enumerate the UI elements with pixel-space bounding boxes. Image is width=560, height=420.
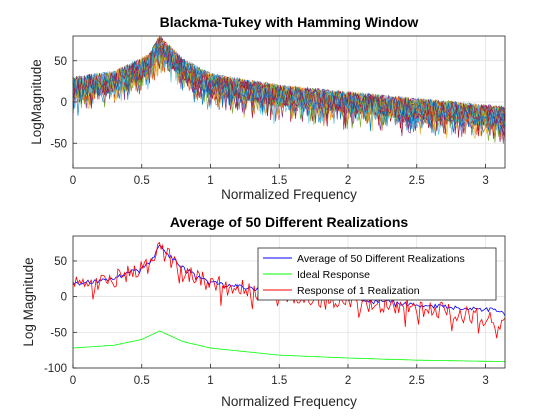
top-y-tick-labels: 50 0 -50: [50, 56, 67, 151]
top-axes: Blackma-Tukey with Hamming Window 0 0.5 1 1…: [29, 14, 506, 202]
bottom-y-axis-label: Log Magnitude: [21, 257, 36, 346]
y-tick-label: 50: [54, 256, 67, 268]
bottom-ticks: [72, 260, 486, 369]
legend-box: [257, 247, 497, 301]
y-tick-label: -50: [50, 327, 67, 339]
bottom-axes: Average of 50 Different Realizations 0 0.…: [21, 214, 506, 409]
bottom-chart-title: Average of 50 Different Realizations: [170, 214, 409, 230]
x-tick-label: 2: [345, 375, 351, 387]
x-tick-label: 1.5: [271, 175, 287, 187]
bottom-y-tick-labels: 50 0 -50 -100: [44, 256, 67, 375]
x-tick-label: 0: [70, 375, 76, 387]
top-plot-lines: [72, 35, 506, 144]
x-tick-label: 0.5: [134, 375, 150, 387]
legend-label-ideal: Ideal Response: [297, 269, 370, 281]
bottom-x-tick-labels: 0 0.5 1 1.5 2 2.5 3: [70, 375, 489, 387]
x-tick-label: 0: [70, 175, 76, 187]
top-x-tick-labels: 0 0.5 1 1.5 2 2.5 3: [70, 175, 489, 187]
x-tick-label: 2.5: [409, 175, 425, 187]
legend-label-average: Average of 50 Different Realizations: [297, 253, 465, 265]
y-tick-label: 0: [61, 292, 67, 304]
bottom-axes-box: [72, 235, 506, 369]
y-tick-label: -100: [44, 363, 67, 375]
bottom-x-axis-label: Normalized Frequency: [221, 394, 357, 409]
legend-label-single: Response of 1 Realization: [297, 285, 420, 297]
realization-line: [72, 41, 506, 133]
top-x-axis-label: Normalized Frequency: [221, 187, 357, 202]
x-tick-label: 3: [482, 375, 488, 387]
y-tick-label: 0: [61, 97, 67, 109]
y-tick-label: 50: [54, 56, 67, 68]
top-ticks: [72, 60, 486, 168]
x-tick-label: 1: [207, 175, 213, 187]
x-tick-label: 1: [207, 375, 213, 387]
y-tick-label: -50: [50, 138, 67, 150]
x-tick-label: 3: [482, 175, 488, 187]
x-tick-label: 2: [345, 175, 351, 187]
x-tick-label: 2.5: [409, 375, 425, 387]
x-tick-label: 0.5: [134, 175, 150, 187]
bottom-legend: Average of 50 Different Realizations Ide…: [257, 247, 497, 301]
top-y-axis-label: LogMagnitude: [29, 59, 44, 145]
series-line: [72, 330, 505, 362]
x-tick-label: 1.5: [271, 375, 287, 387]
realization-line: [72, 37, 506, 138]
top-chart-title: Blackma-Tukey with Hamming Window: [160, 14, 419, 30]
